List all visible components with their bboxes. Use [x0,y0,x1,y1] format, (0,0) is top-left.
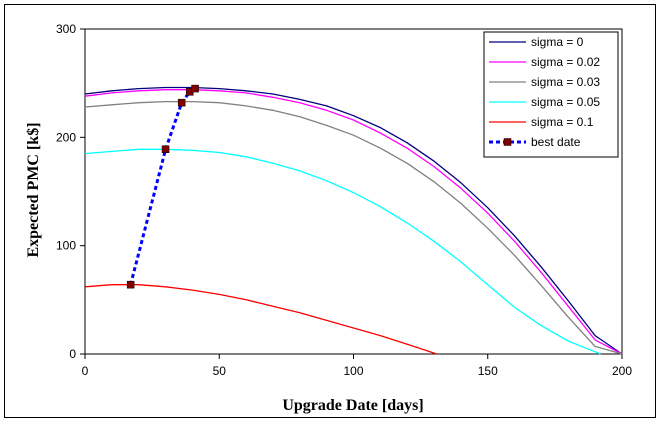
legend-marker [503,138,512,146]
legend-label: best date [531,135,581,149]
series-line-0 [84,86,623,355]
x-tick-label: 100 [343,364,363,378]
x-tick-label: 150 [478,364,498,378]
x-tick-label: 0 [82,364,89,378]
legend-label: sigma = 0.02 [531,55,600,69]
best-date-marker [161,145,170,153]
y-axis-title: Expected PMC [k$] [25,122,42,257]
series-line-3 [84,148,601,355]
ticks-layer: 0 50 100 150 200 0 100 200 300 [56,22,632,378]
y-tick-label: 200 [56,130,76,144]
y-tick-label: 0 [69,347,76,361]
best-date-marker [191,84,199,93]
y-tick-label: 100 [56,239,76,253]
legend-box [483,31,619,158]
series-line-2 [84,100,623,355]
x-axis-title: Upgrade Date [days] [282,397,423,414]
legend-label: sigma = 0.03 [531,75,600,89]
series-line-1 [84,89,623,355]
x-tick-label: 200 [612,364,632,378]
legend-label: sigma = 0.05 [531,95,600,109]
legend: sigma = 0 sigma = 0.02 sigma = 0.03 sigma =… [483,31,619,158]
legend-label: sigma = 0.1 [531,115,594,129]
y-tick-label: 300 [56,22,76,36]
x-tick-label: 50 [213,364,227,378]
series-line-4 [84,284,437,355]
series-layer [84,84,623,355]
legend-label: sigma = 0 [531,35,584,49]
best-date-marker [126,280,135,289]
best-date-marker [177,98,186,107]
